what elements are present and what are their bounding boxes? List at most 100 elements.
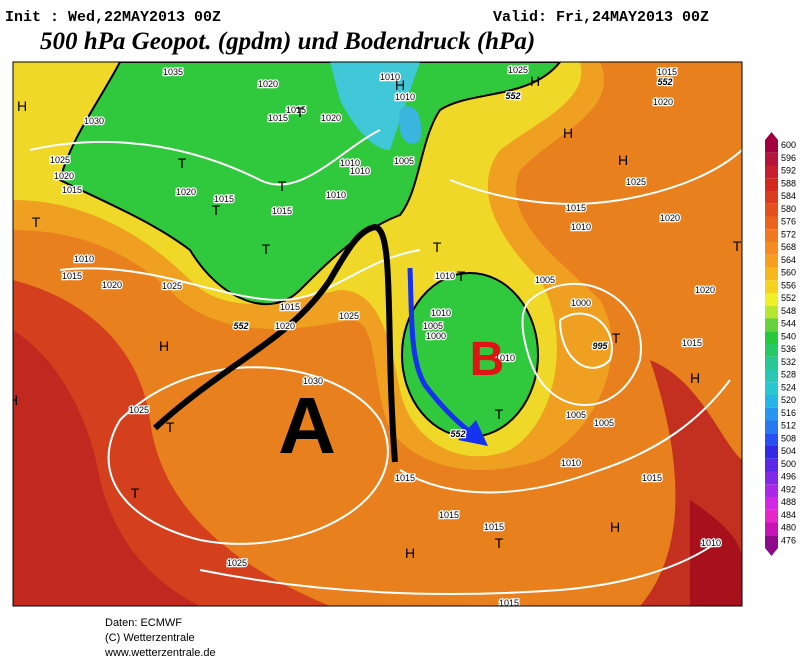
- colorbar-label: 552: [781, 293, 796, 303]
- pressure-center: T: [262, 241, 271, 257]
- annotation-b: B: [470, 333, 505, 386]
- isobar-label: 1025: [508, 65, 528, 75]
- colorbar-label: 548: [781, 306, 796, 316]
- colorbar-swatch: [765, 458, 778, 472]
- pressure-center: H: [610, 519, 620, 535]
- isobar-label: 1020: [321, 113, 341, 123]
- colorbar-swatch: [765, 242, 778, 255]
- isobar-label: 1010: [395, 92, 415, 102]
- isobar-label: 1020: [660, 213, 680, 223]
- colorbar-swatch: [765, 356, 778, 370]
- isobar-label: 1000: [426, 331, 446, 341]
- colorbar-label: 596: [781, 153, 796, 163]
- isobar-label: 1010: [340, 158, 360, 168]
- colorbar-label: 508: [781, 433, 796, 443]
- isobar-label: 1025: [626, 177, 646, 187]
- colorbar-label: 584: [781, 191, 796, 201]
- colorbar-swatch: [765, 178, 778, 191]
- isobar-label: 1015: [280, 302, 300, 312]
- colorbar-swatch: [765, 191, 778, 204]
- colorbar-label: 556: [781, 280, 796, 290]
- colorbar-label: 600: [781, 140, 796, 150]
- pressure-center: T: [433, 239, 442, 255]
- copyright: (C) Wetterzentrale: [105, 632, 195, 644]
- isobar-label: 1010: [701, 538, 721, 548]
- colorbar-swatch: [765, 203, 778, 217]
- colorbar-swatch: [765, 471, 778, 485]
- isobar-label: 1010: [571, 222, 591, 232]
- isobar-label: 1000: [571, 298, 591, 308]
- colorbar-label: 476: [781, 535, 796, 545]
- colorbar-swatch: [765, 280, 778, 293]
- colorbar-label: 576: [781, 217, 796, 227]
- isobar-label: 552: [657, 77, 672, 87]
- isobar-label: 1020: [275, 321, 295, 331]
- pressure-center: T: [495, 406, 504, 422]
- map-title: 500 hPa Geopot. (gpdm) und Bodendruck (h…: [40, 28, 535, 55]
- pressure-center: H: [159, 338, 169, 354]
- isobar-label: 1020: [54, 171, 74, 181]
- colorbar-swatch: [765, 395, 778, 408]
- colorbar-label: 544: [781, 319, 796, 329]
- pressure-center: T: [612, 330, 621, 346]
- colorbar-swatch: [765, 267, 778, 281]
- colorbar-label: 564: [781, 255, 796, 265]
- pressure-center: H: [17, 98, 27, 114]
- isobar-label: 1015: [62, 185, 82, 195]
- map-frame: [12, 61, 743, 607]
- colorbar-swatch: [765, 331, 778, 344]
- isobar-label: 1030: [303, 376, 323, 386]
- isobar-label: 1015: [395, 473, 415, 483]
- isobar-label: 1025: [50, 155, 70, 165]
- isobar-label: 1015: [439, 510, 459, 520]
- pressure-center: H: [8, 392, 18, 408]
- isobar-label: 1020: [653, 97, 673, 107]
- colorbar-swatch: [765, 497, 778, 510]
- isobar-label: 1020: [102, 280, 122, 290]
- pressure-center: T: [131, 485, 140, 501]
- pressure-center: T: [457, 268, 466, 284]
- isobar-label: 1020: [176, 187, 196, 197]
- isobar-label: 1030: [84, 116, 104, 126]
- colorbar-swatch: [765, 305, 778, 319]
- pressure-center: H: [395, 77, 405, 93]
- colorbar-cap: [765, 548, 778, 556]
- colorbar-label: 524: [781, 382, 796, 392]
- isobar-label: 552: [450, 429, 465, 439]
- isobar-label: 1020: [258, 79, 278, 89]
- colorbar-swatch: [765, 152, 778, 166]
- colorbar-label: 572: [781, 229, 796, 239]
- colorbar-swatch: [765, 140, 778, 153]
- isobar-label: 1010: [350, 166, 370, 176]
- isobar-label: 1015: [484, 522, 504, 532]
- valid-time: Valid: Fri,24MAY2013 00Z: [493, 9, 709, 26]
- isobar-label: 1010: [431, 308, 451, 318]
- colorbar-swatch: [765, 229, 778, 242]
- colorbar-label: 528: [781, 370, 796, 380]
- isobar-label: 1010: [74, 254, 94, 264]
- isobar-label: 1015: [682, 338, 702, 348]
- isobar-label: 1010: [435, 271, 455, 281]
- pressure-center: T: [495, 535, 504, 551]
- colorbar-label: 512: [781, 421, 796, 431]
- isobar-label: 1015: [657, 67, 677, 77]
- isobar-label: 1015: [286, 105, 306, 115]
- isobar-label: 1010: [495, 353, 515, 363]
- pressure-center: T: [178, 155, 187, 171]
- colorbar-swatch: [765, 382, 778, 395]
- colorbar-label: 504: [781, 446, 796, 456]
- colorbar-swatch: [765, 433, 778, 446]
- isobar-label: 552: [233, 321, 248, 331]
- colorbar-swatch: [765, 420, 778, 434]
- colorbar-swatch: [765, 293, 778, 306]
- colorbar-swatch: [765, 509, 778, 523]
- colorbar: 600 596 592 588 584 580 576 572 568 564 560 556 552 5…: [765, 132, 796, 556]
- annotation-a: A: [278, 381, 336, 470]
- isobar-label: 1005: [394, 156, 414, 166]
- colorbar-label: 484: [781, 510, 796, 520]
- pressure-center: H: [530, 73, 540, 89]
- colorbar-label: 496: [781, 472, 796, 482]
- colorbar-swatch: [765, 446, 778, 459]
